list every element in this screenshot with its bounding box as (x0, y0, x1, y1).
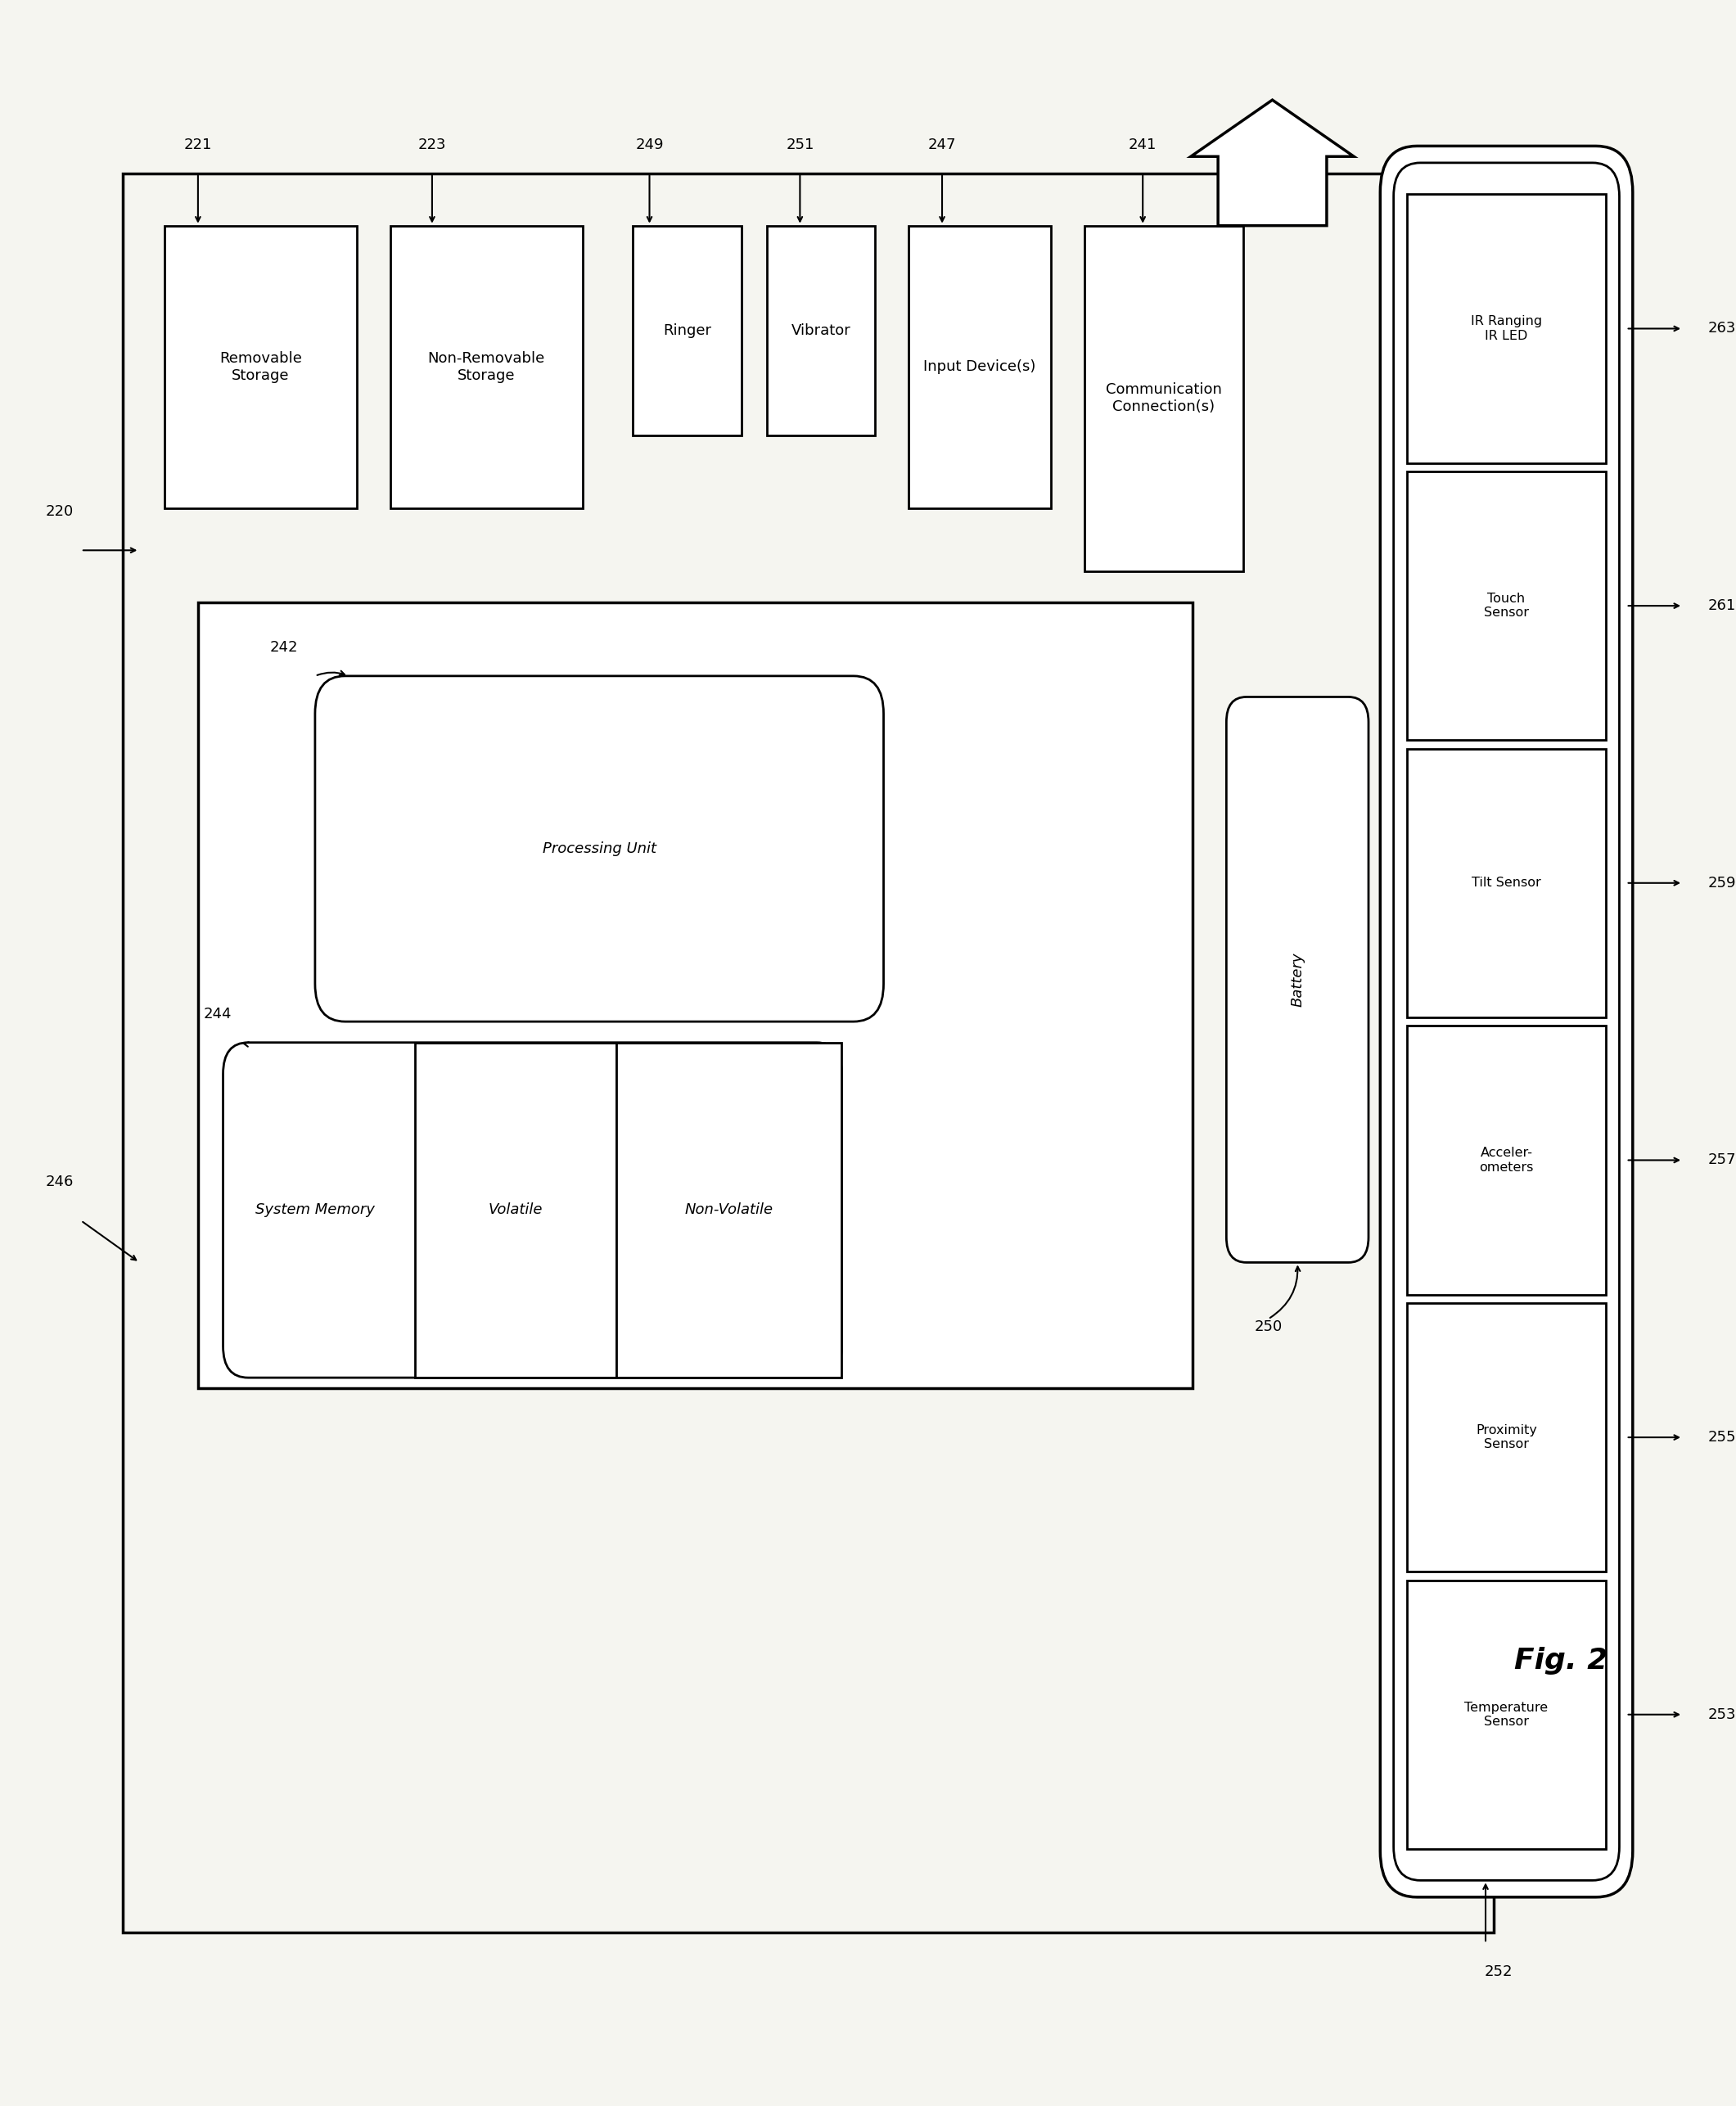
FancyBboxPatch shape (1394, 162, 1620, 1881)
Text: 259: 259 (1708, 876, 1736, 891)
Bar (165, 225, 358, 508)
Text: IR Ranging
IR LED: IR Ranging IR LED (1470, 316, 1542, 341)
Text: Non-Removable
Storage: Non-Removable Storage (427, 352, 545, 383)
Bar (415, 1042, 616, 1377)
Text: Tilt Sensor: Tilt Sensor (1472, 876, 1542, 889)
Text: Acceler-
ometers: Acceler- ometers (1479, 1148, 1533, 1173)
Bar (1406, 1304, 1606, 1571)
Text: 251: 251 (786, 137, 814, 152)
Text: 247: 247 (929, 137, 957, 152)
Text: 223: 223 (418, 137, 446, 152)
Bar (632, 225, 741, 436)
Text: 263: 263 (1708, 322, 1736, 337)
Text: Vibrator: Vibrator (792, 322, 851, 337)
FancyBboxPatch shape (1226, 697, 1368, 1261)
Bar (1406, 472, 1606, 739)
Text: Processing Unit: Processing Unit (542, 842, 656, 857)
Bar (908, 225, 1050, 508)
Text: 257: 257 (1708, 1152, 1736, 1167)
Bar (767, 225, 875, 436)
Text: Input Device(s): Input Device(s) (924, 360, 1036, 375)
Text: Removable
Storage: Removable Storage (219, 352, 302, 383)
Text: Volatile: Volatile (488, 1203, 543, 1217)
Text: Non-Volatile: Non-Volatile (684, 1203, 773, 1217)
Text: 249: 249 (635, 137, 663, 152)
Polygon shape (1191, 99, 1354, 225)
Bar (1406, 194, 1606, 463)
Bar (1085, 225, 1243, 571)
Text: 246: 246 (45, 1175, 73, 1190)
Bar (1406, 1026, 1606, 1295)
Bar (391, 225, 583, 508)
Text: Communication
Connection(s): Communication Connection(s) (1106, 383, 1222, 415)
Bar (616, 1042, 842, 1377)
Text: Battery: Battery (1290, 952, 1305, 1007)
Text: 255: 255 (1708, 1430, 1736, 1445)
Bar (123, 173, 1495, 1933)
Text: System Memory: System Memory (255, 1203, 375, 1217)
Text: 261: 261 (1708, 598, 1736, 613)
Bar (1406, 748, 1606, 1017)
FancyBboxPatch shape (1380, 145, 1634, 1898)
FancyBboxPatch shape (314, 676, 884, 1021)
Text: 244: 244 (203, 1007, 231, 1021)
Text: Proximity
Sensor: Proximity Sensor (1476, 1424, 1536, 1451)
Text: 253: 253 (1708, 1708, 1736, 1723)
FancyBboxPatch shape (222, 1042, 842, 1377)
Text: Touch
Sensor: Touch Sensor (1484, 592, 1529, 619)
Text: 220: 220 (45, 503, 73, 518)
Text: Temperature
Sensor: Temperature Sensor (1465, 1702, 1549, 1727)
Text: 221: 221 (184, 137, 212, 152)
Text: 252: 252 (1484, 1965, 1514, 1980)
Text: Ringer: Ringer (663, 322, 712, 337)
Text: 241: 241 (1128, 137, 1156, 152)
Bar (198, 602, 1193, 1388)
Text: 242: 242 (271, 640, 299, 655)
Bar (1406, 1580, 1606, 1849)
Text: Fig. 2: Fig. 2 (1514, 1647, 1608, 1674)
Text: 250: 250 (1253, 1318, 1283, 1333)
